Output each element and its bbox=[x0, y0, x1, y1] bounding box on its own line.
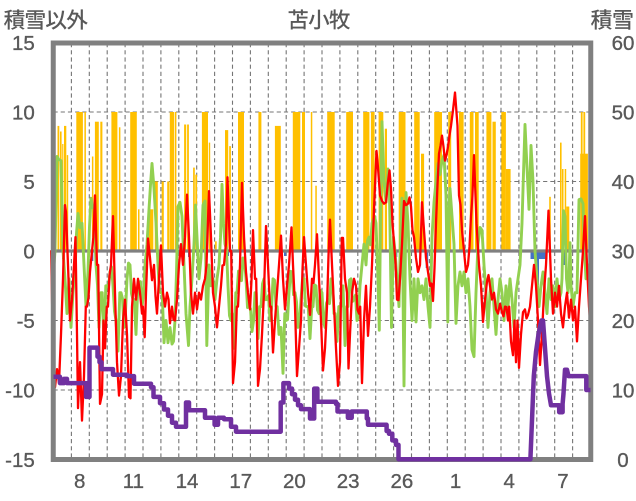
svg-text:10: 10 bbox=[612, 380, 635, 403]
svg-text:1: 1 bbox=[450, 470, 461, 493]
svg-text:30: 30 bbox=[612, 241, 635, 264]
svg-text:8: 8 bbox=[74, 470, 85, 493]
svg-text:14: 14 bbox=[176, 470, 199, 493]
svg-text:20: 20 bbox=[283, 470, 306, 493]
svg-text:0: 0 bbox=[617, 449, 628, 472]
svg-text:-10: -10 bbox=[5, 380, 35, 403]
svg-text:7: 7 bbox=[557, 470, 568, 493]
svg-text:20: 20 bbox=[612, 310, 635, 333]
svg-text:40: 40 bbox=[612, 171, 635, 194]
svg-text:50: 50 bbox=[612, 102, 635, 125]
svg-text:0: 0 bbox=[23, 241, 34, 264]
svg-text:-5: -5 bbox=[17, 310, 35, 333]
svg-text:15: 15 bbox=[12, 32, 35, 55]
svg-text:60: 60 bbox=[612, 32, 635, 55]
svg-text:10: 10 bbox=[12, 102, 35, 125]
svg-text:5: 5 bbox=[23, 171, 34, 194]
svg-text:26: 26 bbox=[390, 470, 413, 493]
svg-text:11: 11 bbox=[123, 470, 144, 493]
svg-text:17: 17 bbox=[229, 470, 252, 493]
svg-text:23: 23 bbox=[337, 470, 360, 493]
svg-text:-15: -15 bbox=[5, 449, 35, 472]
svg-text:4: 4 bbox=[504, 470, 515, 493]
